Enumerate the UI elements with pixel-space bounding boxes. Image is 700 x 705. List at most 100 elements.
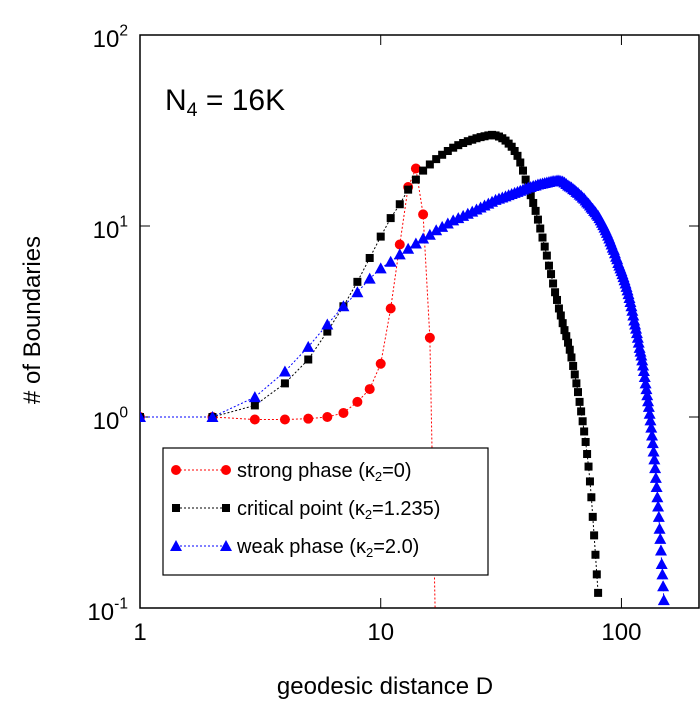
marker: [585, 477, 594, 486]
marker: [652, 510, 665, 522]
marker: [536, 224, 545, 233]
marker: [570, 370, 579, 379]
marker: [649, 471, 662, 483]
marker: [323, 327, 332, 336]
marker: [454, 141, 463, 150]
marker: [581, 437, 590, 446]
marker: [395, 200, 404, 209]
marker: [409, 237, 422, 249]
legend: strong phase (κ2​=0) critical point (κ2​=…: [162, 447, 489, 576]
marker: [583, 450, 592, 459]
marker: [385, 303, 396, 314]
plot-frame: [139, 34, 700, 609]
marker: [656, 568, 669, 580]
marker: [375, 358, 386, 369]
y-tick-label: 101​: [93, 214, 128, 245]
marker: [304, 355, 313, 364]
marker: [248, 391, 261, 403]
marker: [627, 309, 640, 321]
marker: [140, 411, 146, 422]
marker: [221, 465, 231, 475]
annotation: N4​ = 16K: [165, 84, 285, 121]
marker: [564, 338, 573, 347]
marker: [302, 340, 315, 352]
marker: [280, 379, 289, 388]
marker: [646, 437, 659, 449]
marker: [639, 377, 652, 389]
marker: [649, 462, 662, 474]
marker: [540, 242, 549, 251]
marker: [364, 384, 375, 395]
marker: [513, 151, 522, 160]
marker: [424, 332, 435, 343]
marker: [630, 327, 643, 339]
marker: [411, 175, 420, 184]
marker: [206, 411, 219, 422]
x-axis-label: geodesic distance D: [277, 673, 493, 700]
marker: [637, 365, 650, 377]
marker: [402, 242, 415, 254]
marker: [384, 255, 397, 267]
marker: [386, 214, 395, 223]
marker: [642, 395, 655, 407]
marker: [572, 379, 581, 388]
marker: [279, 414, 290, 425]
marker: [584, 462, 593, 471]
marker: [468, 135, 477, 144]
marker: [430, 224, 443, 236]
marker: [459, 138, 468, 147]
marker: [338, 407, 349, 418]
marker: [549, 279, 558, 288]
marker: [542, 251, 551, 260]
marker: [580, 427, 589, 436]
marker: [652, 500, 665, 512]
marker: [533, 215, 542, 224]
marker: [351, 286, 364, 298]
marker: [565, 345, 574, 354]
marker: [637, 359, 650, 371]
legend-label: strong phase (κ2​=0): [237, 460, 412, 484]
marker: [569, 361, 578, 370]
marker: [170, 540, 182, 551]
marker: [655, 557, 668, 569]
marker: [636, 354, 649, 366]
marker: [573, 388, 582, 397]
marker: [432, 155, 441, 164]
marker: [647, 445, 660, 457]
marker: [640, 383, 653, 395]
marker: [417, 232, 430, 244]
marker: [303, 413, 314, 424]
marker: [654, 532, 667, 544]
marker: [587, 493, 596, 502]
x-tick-label: 10: [367, 619, 394, 646]
marker: [438, 150, 447, 159]
marker: [220, 540, 232, 551]
series-line: [140, 166, 436, 608]
marker: [544, 261, 553, 270]
marker: [443, 146, 452, 155]
marker: [551, 288, 560, 297]
marker: [404, 185, 413, 194]
marker: [518, 166, 527, 175]
marker: [588, 512, 597, 521]
marker: [632, 336, 645, 348]
marker: [644, 414, 657, 426]
marker: [654, 544, 667, 556]
y-axis-label: # of Boundaries: [19, 236, 46, 404]
marker: [646, 429, 659, 441]
marker: [171, 465, 181, 475]
marker: [641, 389, 654, 401]
marker: [538, 233, 547, 242]
x-tick-label: 1: [133, 619, 146, 646]
marker: [648, 453, 661, 465]
marker: [507, 142, 516, 151]
marker: [449, 143, 458, 152]
marker: [529, 198, 538, 207]
marker: [436, 220, 449, 232]
marker: [554, 304, 563, 313]
marker: [577, 407, 586, 416]
y-tick-label: 100​: [93, 405, 129, 436]
marker: [419, 166, 428, 175]
marker: [594, 588, 603, 597]
